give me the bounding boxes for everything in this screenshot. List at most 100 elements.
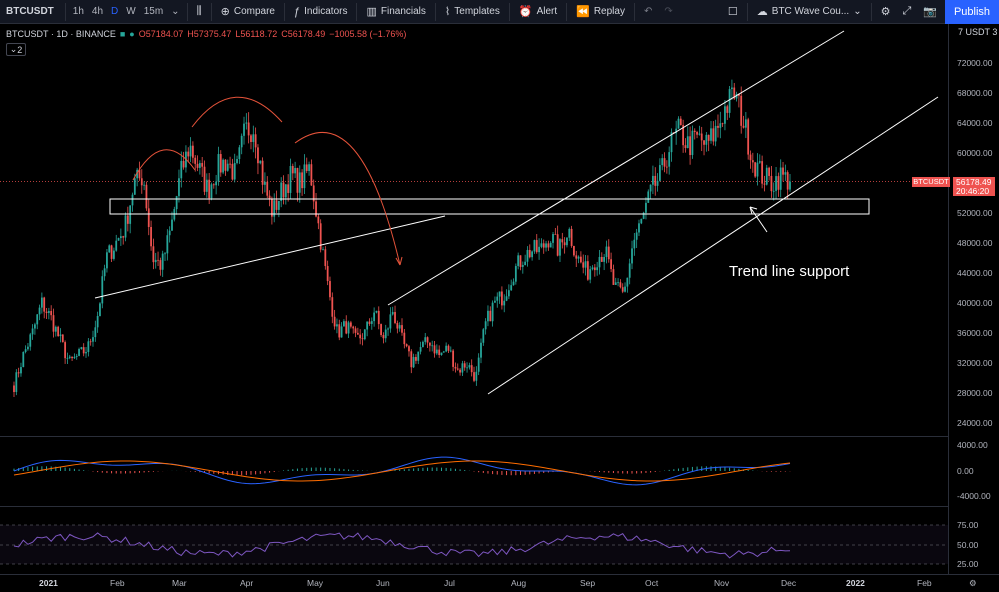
candle-body xyxy=(164,253,166,255)
candle-body xyxy=(531,251,534,258)
candle-body xyxy=(626,277,629,287)
candle-body xyxy=(240,135,243,148)
candle-body xyxy=(219,154,222,173)
layout-name: BTC Wave Cou... xyxy=(771,6,850,17)
legend-eye-icon[interactable]: ■ xyxy=(119,29,126,39)
financials-button[interactable]: ▥ Financials xyxy=(360,5,431,18)
candle-body xyxy=(189,145,192,157)
collapse-indicators-button[interactable]: ⌄ 2 xyxy=(6,43,26,56)
candle-body xyxy=(329,281,331,298)
candle-body xyxy=(363,329,366,340)
candle-body xyxy=(754,162,757,177)
candle-body xyxy=(168,230,171,236)
time-axis[interactable]: 2021 Feb Mar Apr May Jun Jul Aug Sep Oct… xyxy=(0,574,999,592)
timeframe-1h[interactable]: 1h xyxy=(72,6,84,17)
candle-body xyxy=(191,145,194,158)
candle-body xyxy=(698,133,701,135)
timeframe-1d[interactable]: D xyxy=(111,6,119,17)
candle-body xyxy=(157,259,159,261)
price-label: 68000.00 xyxy=(957,88,993,98)
candle-body xyxy=(52,315,55,332)
layout-selector[interactable]: ☁ BTC Wave Cou... ⌄ xyxy=(751,5,868,18)
candle-body xyxy=(50,310,53,316)
candle-body xyxy=(624,286,626,292)
channel-upper-line xyxy=(387,30,845,306)
candle-body xyxy=(652,175,654,185)
alert-button[interactable]: ⏰ Alert xyxy=(513,5,563,18)
fullscreen-layout-button[interactable]: ☐ xyxy=(722,5,744,18)
candle-body xyxy=(270,198,273,217)
settings-button[interactable]: ⚙ xyxy=(875,5,897,18)
candle-body xyxy=(573,245,575,256)
candle-body xyxy=(43,297,46,312)
candle-body xyxy=(333,316,336,327)
legend-high: H57375.47 xyxy=(187,29,232,39)
candle-body xyxy=(505,296,508,301)
indicators-button[interactable]: ƒ Indicators xyxy=(288,6,353,18)
publish-button[interactable]: Publish xyxy=(945,0,999,24)
left-shoulder-arc xyxy=(132,149,196,181)
candle-body xyxy=(361,338,364,340)
candle-body xyxy=(628,263,631,278)
templates-button[interactable]: ⌇ Templates xyxy=(439,5,506,18)
candle-body xyxy=(136,169,139,179)
candle-body xyxy=(459,369,461,373)
candle-body xyxy=(598,256,601,268)
candle-body xyxy=(254,134,257,148)
candle-body xyxy=(461,363,464,373)
candle-body xyxy=(614,282,617,285)
candle-body xyxy=(82,347,85,354)
scale-currency[interactable]: 7 USDT 3 xyxy=(958,27,997,37)
toolbar-divider xyxy=(356,2,358,21)
undo-button[interactable]: ↶ xyxy=(643,6,653,17)
timeframe-1w[interactable]: W xyxy=(126,6,136,17)
time-label-nov: Nov xyxy=(714,578,730,588)
pane-divider-macd[interactable] xyxy=(0,436,948,437)
candle-body xyxy=(696,132,698,135)
top-toolbar: BTCUSDT 1h 4h D W 15m ⌄ ⫼ ⊕ Compare ƒ Indi… xyxy=(0,0,999,24)
replay-button[interactable]: ⏪ Replay xyxy=(570,5,631,18)
support-zone-box xyxy=(109,198,870,215)
candle-body xyxy=(772,190,775,192)
candle-body xyxy=(428,342,431,346)
candle-body xyxy=(700,133,703,141)
candle-body xyxy=(352,326,355,329)
toolbar-divider xyxy=(870,2,872,21)
axis-settings-gear-icon[interactable]: ⚙ xyxy=(969,578,977,588)
snapshot-button[interactable]: 📷 xyxy=(917,5,943,18)
bar-countdown: 20:46:20 xyxy=(956,186,990,196)
timeframe-4h[interactable]: 4h xyxy=(91,6,104,17)
candle-body xyxy=(717,125,719,128)
pane-divider-rsi[interactable] xyxy=(0,506,948,507)
financials-label: Financials xyxy=(380,6,426,17)
candle-body xyxy=(552,234,554,243)
price-label: 36000.00 xyxy=(957,328,993,338)
candle-body xyxy=(408,346,410,352)
fullscreen-button[interactable]: ⤢ xyxy=(896,5,917,18)
candle-body xyxy=(415,357,417,361)
candle-body xyxy=(217,154,220,182)
candle-body xyxy=(742,125,745,128)
candle-body xyxy=(545,243,547,248)
candle-body xyxy=(138,169,141,179)
price-axis[interactable]: 72000.0068000.0064000.0060000.0056000.00… xyxy=(948,24,999,574)
chart-type-button[interactable]: ⫼ xyxy=(191,5,208,18)
time-label-aug: Aug xyxy=(511,578,527,588)
symbol-search[interactable]: BTCUSDT xyxy=(6,6,54,17)
arrow-head xyxy=(399,256,403,266)
candle-body xyxy=(115,240,118,251)
candle-body xyxy=(250,135,252,143)
candle-body xyxy=(566,237,568,246)
candle-body xyxy=(454,366,457,369)
candle-body xyxy=(143,184,146,186)
candle-body xyxy=(663,158,666,167)
timeframe-15m[interactable]: 15m xyxy=(143,6,164,17)
candle-body xyxy=(215,181,218,186)
neckline-trend-line xyxy=(94,215,446,299)
candle-body xyxy=(503,300,506,306)
compare-button[interactable]: ⊕ Compare xyxy=(215,5,281,18)
redo-button[interactable]: ↷ xyxy=(664,6,673,17)
timeframe-dropdown-chevron-icon[interactable]: ⌄ xyxy=(171,6,180,17)
